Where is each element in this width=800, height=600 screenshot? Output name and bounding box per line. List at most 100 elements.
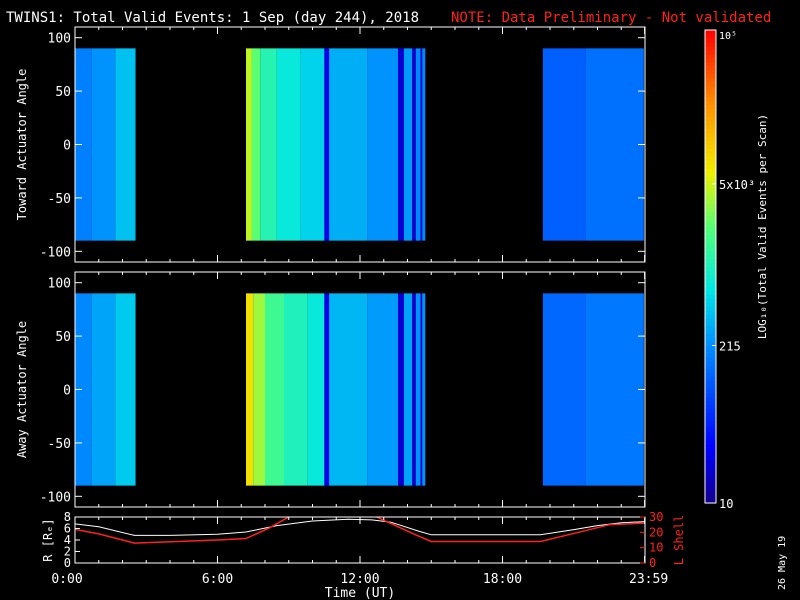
left-tick-label: 2 [64, 545, 71, 559]
colorbar-swatch [705, 258, 716, 264]
colorbar-swatch [705, 120, 716, 126]
colorbar-swatch [705, 349, 716, 354]
colorbar-swatch [705, 459, 716, 465]
colorbar-swatch [705, 227, 716, 232]
heatmap-cell [300, 48, 325, 241]
colorbar-swatch [705, 183, 716, 189]
x-axis-label: Time (UT) [325, 586, 395, 600]
y-tick-label: 100 [48, 32, 71, 47]
colorbar-swatch [705, 396, 716, 402]
colorbar-swatch [705, 262, 716, 268]
colorbar-swatch [705, 376, 716, 382]
colorbar-swatch [705, 85, 716, 90]
colorbar-swatch [705, 337, 716, 342]
colorbar-swatch [705, 416, 716, 421]
colorbar-swatch [705, 242, 716, 248]
colorbar-swatch [705, 499, 716, 504]
colorbar-tick-label: 215 [719, 339, 741, 353]
heatmap-cell [420, 48, 423, 241]
colorbar-swatch [705, 108, 716, 114]
heatmap-cell [265, 293, 284, 486]
toward-angle-panel: 100 50 0 -50 -100 Toward Actuator Angle [15, 26, 646, 263]
colorbar-swatch [705, 45, 716, 51]
colorbar-swatch [705, 392, 716, 398]
heatmap-cell [398, 48, 404, 241]
radius-axis-label: R [Rₑ] [41, 518, 55, 561]
colorbar-swatch [705, 195, 716, 201]
y-tick-label: 100 [48, 277, 71, 292]
right-tick-label: 20 [649, 525, 663, 539]
colorbar-swatch [705, 100, 716, 106]
colorbar-swatch [705, 290, 716, 295]
left-tick-label: 0 [64, 556, 71, 570]
heatmap-cell [276, 48, 301, 241]
colorbar-swatch [705, 467, 716, 473]
colorbar-swatch [705, 136, 716, 141]
heatmap-cell [246, 48, 252, 241]
colorbar-swatch [705, 294, 716, 299]
colorbar-swatch [705, 361, 716, 366]
heatmap-cell [329, 293, 368, 486]
heatmap-cell [412, 293, 416, 486]
y-tick-label: 0 [63, 139, 71, 154]
y-tick-label: 0 [63, 384, 71, 399]
away-angle-panel: 100 50 0 -50 -100 Away Actuator Angle [15, 271, 646, 508]
colorbar-swatch [705, 313, 716, 319]
y-axis-label: Toward Actuator Angle [15, 69, 29, 221]
colorbar-swatch [705, 365, 716, 370]
colorbar-swatch [705, 49, 716, 55]
heatmap-cell [585, 293, 644, 486]
colorbar-swatch [705, 156, 716, 161]
colorbar-swatch [705, 97, 716, 102]
colorbar-swatch [705, 104, 716, 110]
right-tick-label: 10 [649, 541, 663, 555]
colorbar-swatch [705, 254, 716, 260]
colorbar-swatch [705, 329, 716, 335]
heatmap-cell [115, 48, 136, 241]
heatmap-cell [246, 293, 254, 486]
colorbar-swatch [705, 380, 716, 386]
left-tick-label: 6 [64, 522, 71, 536]
colorbar-swatch [705, 175, 716, 181]
colorbar-swatch [705, 483, 716, 488]
heatmap-cell [415, 48, 421, 241]
colorbar-label: LOG₁₀(Total Valid Events per Scan) [756, 114, 769, 339]
colorbar-swatch [705, 179, 716, 185]
orbit-lines [75, 517, 645, 544]
colorbar-swatch [705, 211, 716, 216]
heatmap-cell [75, 48, 92, 241]
heatmap-cell [420, 293, 423, 486]
colorbar-swatch [705, 432, 716, 437]
colorbar-swatch [705, 116, 716, 122]
colorbar-swatch [705, 81, 716, 86]
y-axis-label: Away Actuator Angle [15, 321, 29, 458]
colorbar-swatch [705, 420, 716, 425]
heatmap-cell [284, 293, 308, 486]
colorbar-swatch [705, 333, 716, 339]
preliminary-note: NOTE: Data Preliminary - Not validated [451, 10, 771, 26]
heatmap-cell [260, 48, 277, 241]
colorbar-swatch [705, 384, 716, 390]
heatmap-cell [422, 48, 426, 241]
colorbar-swatch [705, 305, 716, 311]
colorbar-swatch [705, 400, 716, 406]
x-tick-label: 23:59 [629, 572, 668, 587]
lshell-line [75, 517, 645, 544]
colorbar-swatch [705, 73, 716, 78]
right-tick-label: 30 [649, 510, 663, 524]
colorbar-tick-label: 10⁵ [719, 31, 737, 42]
colorbar-swatch [705, 77, 716, 82]
colorbar-swatch [705, 89, 716, 94]
left-tick-label: 4 [64, 533, 71, 547]
colorbar-swatch [705, 451, 716, 457]
y-tick-label: -100 [40, 490, 71, 505]
x-tick-label: 12:00 [340, 572, 379, 587]
colorbar-swatch [705, 479, 716, 484]
heatmap-cell [75, 293, 92, 486]
colorbar-swatch [705, 57, 716, 63]
y-tick-label: -50 [48, 192, 71, 207]
heatmap-cell [415, 293, 421, 486]
y-tick-label: -50 [48, 437, 71, 452]
colorbar-swatch [705, 495, 716, 500]
